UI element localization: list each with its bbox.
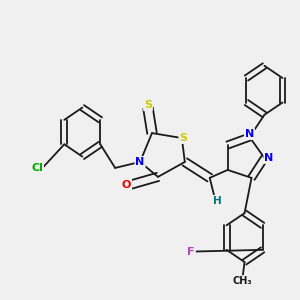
Text: O: O: [122, 180, 131, 190]
Text: Cl: Cl: [31, 163, 43, 173]
Text: N: N: [264, 153, 274, 163]
Text: S: S: [144, 100, 152, 110]
Text: N: N: [245, 129, 254, 139]
Text: F: F: [188, 247, 195, 256]
Text: CH₃: CH₃: [233, 276, 252, 286]
Text: N: N: [135, 157, 145, 167]
Text: H: H: [213, 196, 222, 206]
Text: S: S: [179, 133, 187, 143]
